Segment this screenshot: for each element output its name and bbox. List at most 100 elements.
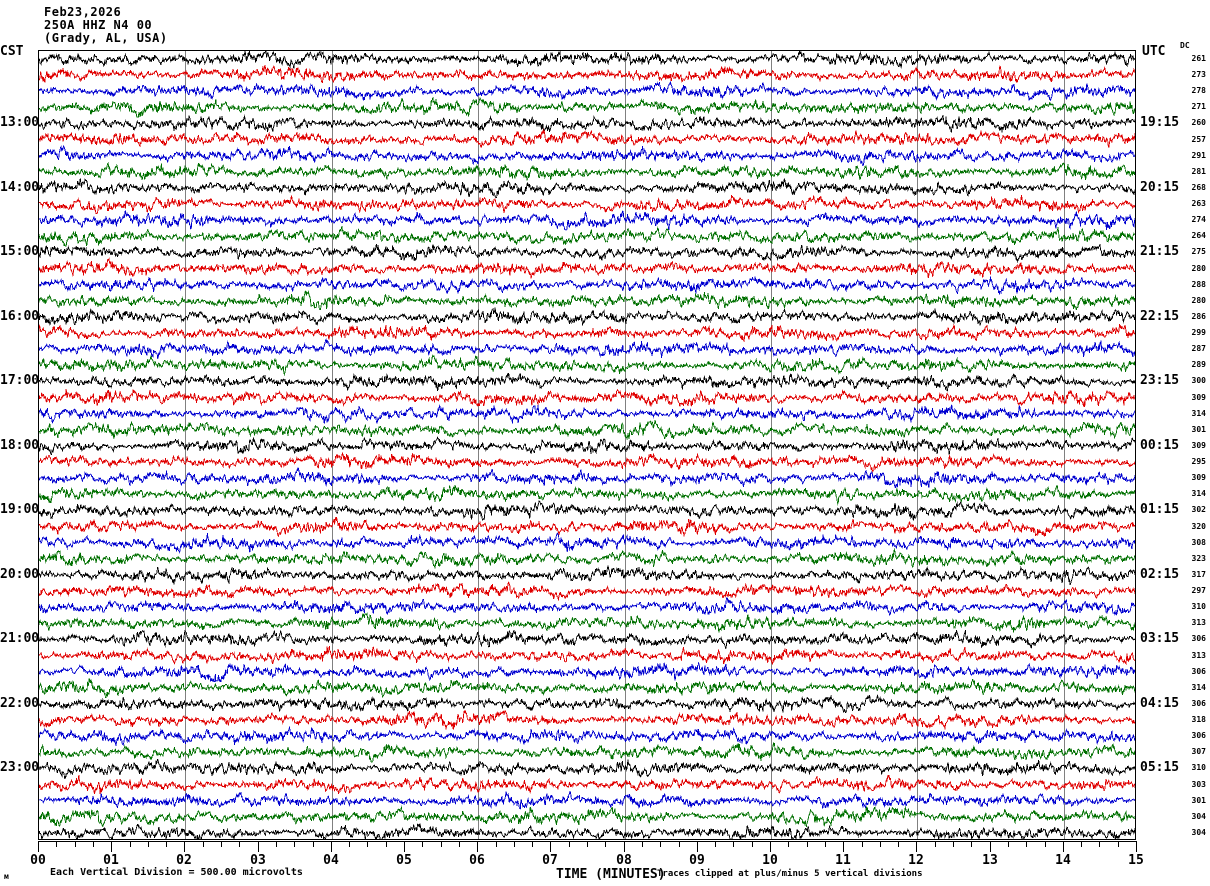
x-tick-minor <box>733 841 734 847</box>
x-tick-label-01: 01 <box>103 853 119 868</box>
dc-value-row-25: 295 <box>1191 457 1206 467</box>
dc-value-row-23: 301 <box>1191 424 1206 434</box>
seismic-trace-row-27 <box>39 484 1135 506</box>
dc-column-header: DC <box>1180 41 1190 50</box>
dc-value-row-19: 289 <box>1191 360 1206 370</box>
dc-value-row-13: 280 <box>1191 263 1206 273</box>
right-time-label-2015: 20:15 <box>1140 179 1180 195</box>
x-tick-label-07: 07 <box>542 853 558 868</box>
x-tick-label-06: 06 <box>469 853 485 868</box>
x-tick-label-00: 00 <box>30 853 46 868</box>
dc-value-row-45: 303 <box>1191 779 1206 789</box>
dc-value-row-15: 280 <box>1191 295 1206 305</box>
seismic-trace-row-32 <box>39 565 1135 586</box>
dc-value-row-43: 307 <box>1191 747 1206 757</box>
seismic-trace-row-7 <box>39 161 1135 182</box>
seismic-trace-row-40 <box>39 693 1135 714</box>
seismic-trace-row-47 <box>39 805 1135 828</box>
dc-value-row-3: 271 <box>1191 102 1206 112</box>
left-time-label-1800: 18:00 <box>0 437 40 453</box>
x-tick-major-09 <box>697 841 698 852</box>
gridline-minute-08 <box>625 51 626 839</box>
x-tick-minor <box>660 841 661 847</box>
left-time-label-2200: 22:00 <box>0 695 40 711</box>
left-time-label-1400: 14:00 <box>0 179 40 195</box>
x-tick-minor <box>349 841 350 847</box>
seismic-trace-row-3 <box>39 96 1135 118</box>
x-tick-minor <box>971 841 972 847</box>
x-tick-minor <box>642 841 643 847</box>
seismic-trace-row-34 <box>39 596 1135 616</box>
seismic-trace-row-12 <box>39 244 1135 264</box>
dc-value-row-47: 304 <box>1191 811 1206 821</box>
seismic-trace-row-36 <box>39 629 1135 649</box>
x-tick-minor <box>276 841 277 847</box>
left-time-label-1300: 13:00 <box>0 115 40 131</box>
x-tick-minor <box>294 841 295 847</box>
x-tick-major-15 <box>1136 841 1137 852</box>
dc-value-row-29: 320 <box>1191 521 1206 531</box>
x-tick-minor <box>221 841 222 847</box>
seismic-trace-row-1 <box>39 64 1135 83</box>
seismic-trace-row-25 <box>39 452 1135 473</box>
seismic-trace-row-20 <box>39 372 1135 392</box>
right-time-label-2315: 23:15 <box>1140 373 1180 389</box>
left-time-label-2000: 20:00 <box>0 566 40 582</box>
seismic-trace-row-2 <box>39 81 1135 102</box>
x-tick-label-03: 03 <box>250 853 266 868</box>
x-tick-minor <box>203 841 204 847</box>
x-tick-major-02 <box>184 841 185 852</box>
x-tick-major-13 <box>990 841 991 852</box>
dc-value-row-8: 268 <box>1191 182 1206 192</box>
left-timezone-label: CST <box>0 44 24 59</box>
x-tick-major-14 <box>1063 841 1064 852</box>
x-tick-minor <box>862 841 863 847</box>
seismic-trace-row-9 <box>39 194 1135 215</box>
dc-value-row-20: 300 <box>1191 376 1206 386</box>
seismic-trace-row-46 <box>39 791 1135 810</box>
left-time-label-2300: 23:00 <box>0 760 40 776</box>
dc-value-row-14: 288 <box>1191 279 1206 289</box>
clipping-note: Traces clipped at plus/minus 5 vertical … <box>657 869 923 879</box>
header-station: 250A HHZ N4 00 <box>44 18 153 32</box>
seismic-trace-row-43 <box>39 741 1135 763</box>
x-tick-minor <box>788 841 789 847</box>
x-tick-label-05: 05 <box>396 853 412 868</box>
vertical-scale-note: Each Vertical Division = 500.00 microvol… <box>50 867 303 878</box>
x-tick-label-15: 15 <box>1128 853 1144 868</box>
header-date: Feb23,2026 <box>44 5 122 19</box>
right-time-label-0515: 05:15 <box>1140 760 1180 776</box>
seismic-trace-row-31 <box>39 547 1135 569</box>
x-tick-major-01 <box>111 841 112 852</box>
dc-value-row-32: 317 <box>1191 569 1206 579</box>
x-tick-minor <box>367 841 368 847</box>
x-tick-label-08: 08 <box>616 853 632 868</box>
x-tick-minor <box>1008 841 1009 847</box>
dc-value-row-48: 304 <box>1191 827 1206 837</box>
dc-value-row-27: 314 <box>1191 489 1206 499</box>
x-tick-minor <box>605 841 606 847</box>
x-tick-minor <box>239 841 240 847</box>
x-tick-minor <box>569 841 570 847</box>
seismic-trace-row-14 <box>39 276 1135 295</box>
seismic-trace-row-22 <box>39 403 1135 425</box>
x-tick-minor <box>148 841 149 847</box>
dc-value-row-6: 291 <box>1191 150 1206 160</box>
dc-value-row-26: 309 <box>1191 473 1206 483</box>
left-time-label-1600: 16:00 <box>0 308 40 324</box>
x-tick-minor <box>422 841 423 847</box>
x-tick-label-10: 10 <box>762 853 778 868</box>
x-tick-label-04: 04 <box>323 853 339 868</box>
x-tick-minor <box>313 841 314 847</box>
x-tick-minor <box>93 841 94 847</box>
x-tick-minor <box>807 841 808 847</box>
helicorder-plot[interactable] <box>38 50 1136 840</box>
seismic-trace-layer <box>39 51 1135 839</box>
left-time-label-2100: 21:00 <box>0 631 40 647</box>
dc-value-row-5: 257 <box>1191 134 1206 144</box>
x-tick-major-06 <box>477 841 478 852</box>
seismic-trace-row-18 <box>39 338 1135 359</box>
x-tick-label-11: 11 <box>835 853 851 868</box>
seismic-trace-row-35 <box>39 612 1135 634</box>
right-time-label-0115: 01:15 <box>1140 502 1180 518</box>
